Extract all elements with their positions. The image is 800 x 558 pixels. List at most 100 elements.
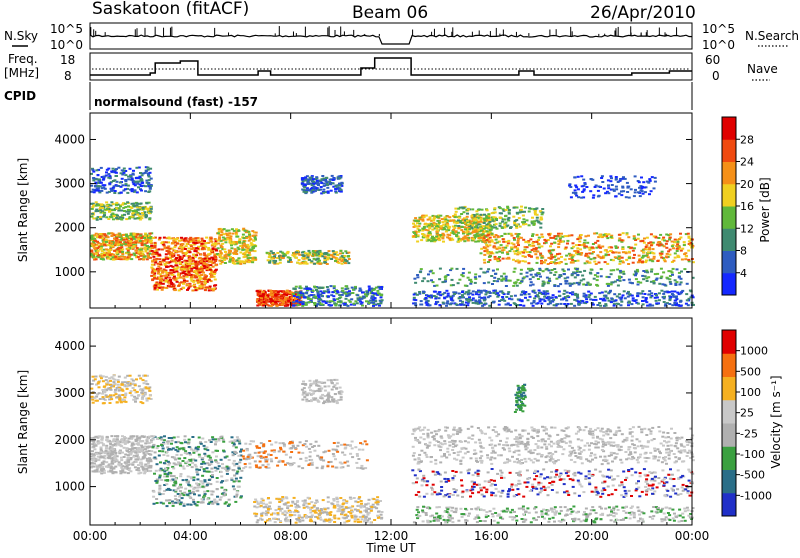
echo-cell (140, 190, 143, 192)
echo-cell (203, 240, 206, 242)
echo-cell (526, 251, 529, 253)
echo-cell (234, 248, 237, 250)
echo-cell (517, 238, 520, 240)
echo-cell (492, 290, 495, 292)
echo-cell (502, 247, 505, 249)
echo-cell (529, 278, 532, 280)
echo-cell (457, 232, 460, 234)
echo-cell (505, 258, 508, 260)
echo-cell (627, 263, 630, 265)
echo-cell (512, 259, 515, 261)
echo-cell (338, 184, 341, 186)
echo-cell (370, 288, 373, 290)
echo-cell (144, 251, 147, 253)
echo-cell (478, 223, 481, 225)
echo-cell (181, 257, 184, 259)
echo-cell (452, 219, 455, 221)
echo-cell (356, 294, 359, 296)
echo-cell (574, 193, 577, 195)
echo-cell (688, 237, 691, 239)
echo-cell (116, 248, 119, 250)
echo-cell (127, 185, 130, 187)
echo-cell (140, 249, 143, 251)
echo-cell (604, 261, 607, 263)
echo-cell (334, 260, 337, 262)
echo-cell (664, 291, 667, 293)
echo-cell (557, 285, 560, 287)
echo-cell (154, 260, 157, 262)
echo-cell (341, 290, 344, 292)
echo-cell (147, 182, 150, 184)
echo-cell (615, 195, 618, 197)
echo-cell (650, 244, 653, 246)
echo-cell (222, 237, 225, 239)
echo-cell (644, 191, 647, 193)
echo-cell (596, 254, 599, 256)
echo-cell (361, 302, 364, 304)
echo-cell (319, 298, 322, 300)
echo-cell (307, 250, 310, 252)
echo-cell (601, 175, 604, 177)
echo-cell (669, 249, 672, 251)
echo-cell (656, 260, 659, 262)
echo-cell (524, 297, 527, 299)
echo-cell (151, 247, 154, 249)
echo-cell (585, 301, 588, 303)
echo-cell (262, 295, 265, 297)
echo-cell (344, 250, 347, 252)
echo-cell (112, 203, 115, 205)
echo-cell (211, 275, 214, 277)
echo-cell (92, 177, 95, 179)
echo-cell (121, 178, 124, 180)
echo-cell (287, 300, 290, 302)
echo-cell (326, 263, 329, 265)
echo-cell (453, 293, 456, 295)
freq-tick-low: 8 (64, 69, 72, 83)
echo-cell (493, 280, 496, 282)
echo-cell (454, 225, 457, 227)
echo-cell (559, 241, 562, 243)
echo-cell (299, 285, 302, 287)
echo-cell (335, 186, 338, 188)
echo-cell (276, 298, 279, 300)
echo-cell (496, 228, 499, 230)
echo-cell (113, 250, 116, 252)
echo-cell (148, 179, 151, 181)
echo-cell (92, 171, 95, 173)
echo-cell (300, 287, 303, 289)
echo-cell (207, 249, 210, 251)
echo-cell (463, 304, 466, 306)
echo-cell (114, 256, 117, 258)
echo-cell (274, 301, 277, 303)
echo-cell (161, 287, 164, 289)
echo-cell (647, 242, 650, 244)
echo-cell (309, 254, 312, 256)
echo-cell (528, 224, 531, 226)
echo-cell (252, 259, 255, 261)
echo-cell (446, 215, 449, 217)
echo-cell (563, 293, 566, 295)
echo-cell (232, 252, 235, 254)
echo-cell (563, 290, 566, 292)
echo-cell (414, 217, 417, 219)
echo-cell (122, 258, 125, 260)
echo-cell (672, 260, 675, 262)
echo-cell (438, 239, 441, 241)
echo-cell (660, 257, 663, 259)
echo-cell (177, 285, 180, 287)
echo-cell (528, 211, 531, 213)
echo-cell (493, 207, 496, 209)
echo-cell (610, 297, 613, 299)
echo-cell (441, 237, 444, 239)
echo-cell (313, 286, 316, 288)
echo-cell (634, 274, 637, 276)
echo-cell (501, 227, 504, 229)
echo-cell (426, 235, 429, 237)
echo-cell (187, 287, 190, 289)
echo-cell (593, 261, 596, 263)
echo-cell (139, 184, 142, 186)
echo-cell (523, 211, 526, 213)
echo-cell (476, 302, 479, 304)
echo-cell (425, 224, 428, 226)
echo-cell (250, 244, 253, 246)
